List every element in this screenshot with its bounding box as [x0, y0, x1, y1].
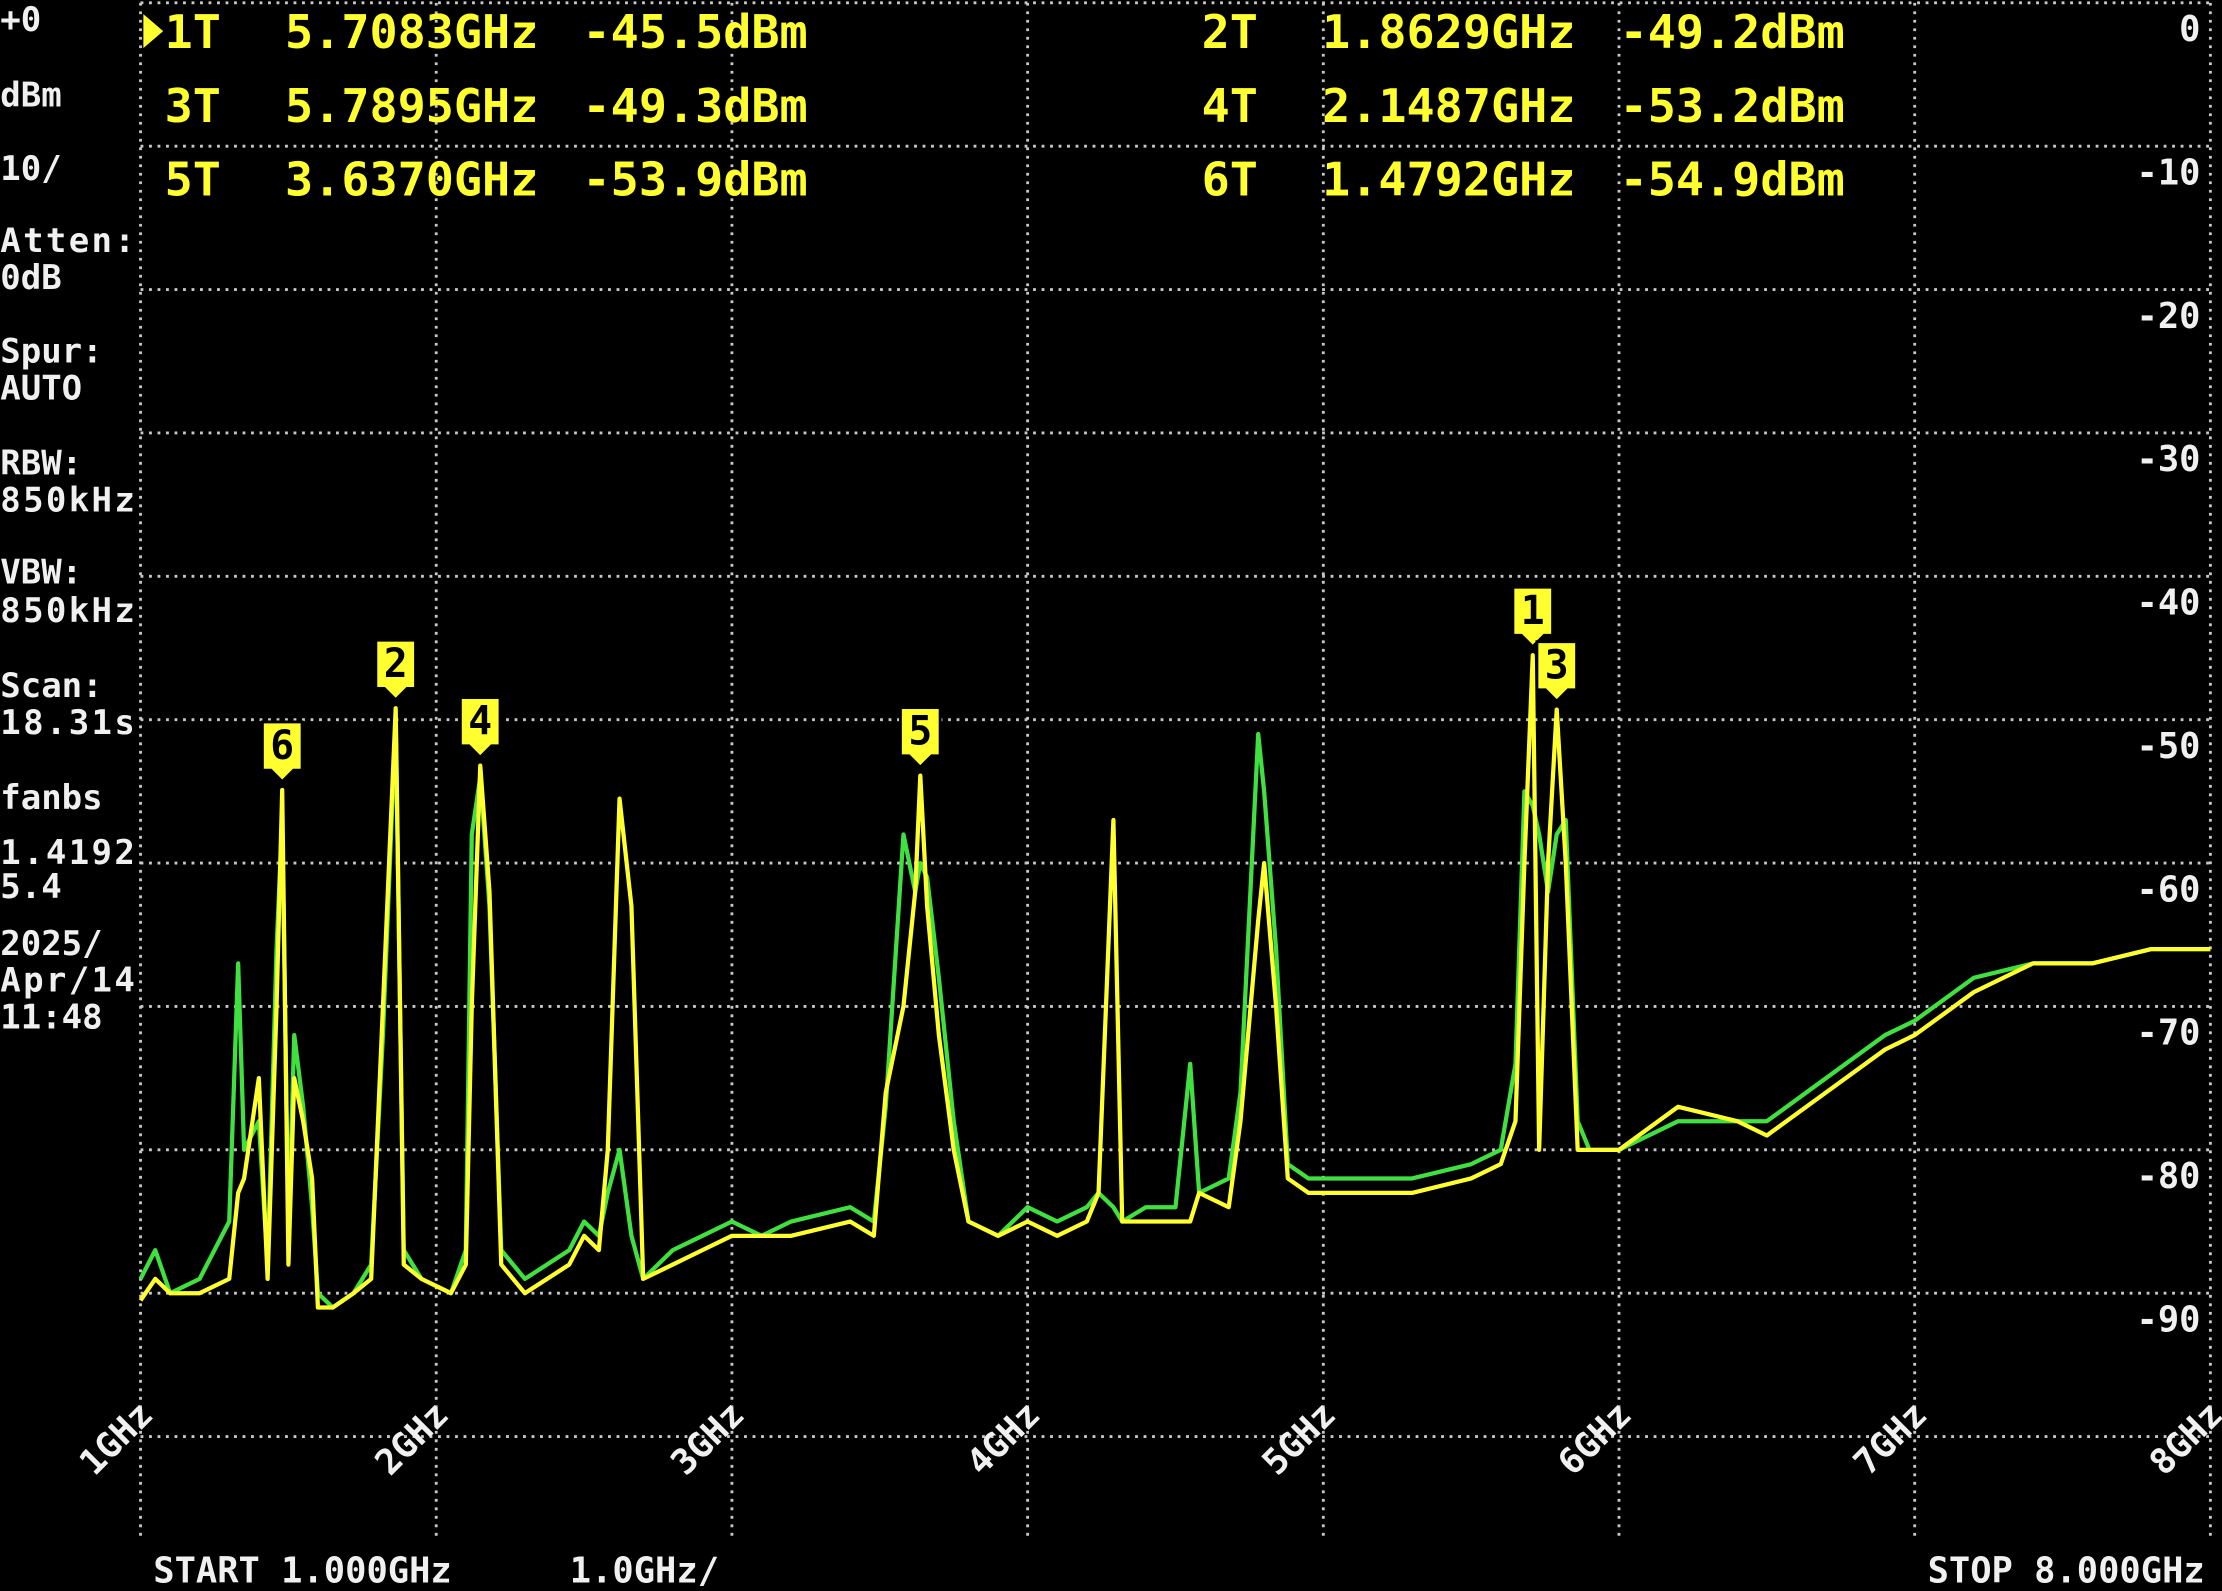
marker-badge: 3: [1535, 640, 1579, 704]
marker-readout-level: -53.2dBm: [1620, 80, 1845, 134]
y-tick-label: -60: [2137, 869, 2201, 910]
marker-readout-level: -53.9dBm: [583, 154, 808, 208]
marker-badge-shape: [374, 638, 417, 702]
marker-badge-label: 4: [468, 698, 492, 744]
marker-badge-label: 6: [270, 723, 294, 769]
marker-badge-shape: [899, 706, 942, 770]
status-text: RBW:: [0, 444, 82, 484]
marker-badge: 6: [260, 720, 304, 784]
marker-badge: 5: [899, 706, 942, 770]
marker-badge-label: 1: [1521, 588, 1545, 634]
y-tick-label: -50: [2137, 726, 2201, 767]
status-text: +0: [0, 0, 41, 40]
status-text: Atten:: [0, 221, 135, 261]
marker-readout-freq: 1.4792GHz: [1322, 154, 1575, 208]
marker-badge: 1: [1511, 585, 1555, 649]
y-tick-label: -10: [2137, 152, 2201, 193]
span-label: 1.0GHz/: [570, 1550, 719, 1591]
marker-readout-name: 1T: [165, 6, 221, 60]
marker-readout-level: -45.5dBm: [583, 6, 808, 60]
y-tick-label: -80: [2137, 1156, 2201, 1197]
status-text: fanbs: [0, 778, 102, 818]
y-tick-label: -40: [2137, 583, 2201, 624]
x-tick-label: 2GHz: [367, 1394, 456, 1483]
y-tick-label: 0: [2179, 9, 2200, 50]
marker-readout-freq: 3.6370GHz: [285, 154, 538, 208]
marker-readout-freq: 5.7083GHz: [285, 6, 538, 60]
status-text: 10/: [0, 149, 61, 189]
marker-badge: 4: [458, 696, 502, 760]
status-text: VBW:: [0, 553, 82, 593]
stop-label: STOP 8.000GHz: [1928, 1550, 2205, 1591]
status-text: Scan:: [0, 666, 102, 706]
status-text: AUTO: [0, 369, 82, 409]
x-tick-label: 3GHz: [663, 1394, 752, 1483]
marker-badge-shape: [1535, 640, 1579, 704]
start-label: START 1.000GHz: [153, 1550, 451, 1591]
marker-readout-freq: 1.8629GHz: [1322, 6, 1575, 60]
status-text: Apr/14: [0, 961, 135, 1001]
y-tick-label: -30: [2137, 439, 2201, 480]
status-text: dBm: [0, 75, 61, 115]
marker-readout-name: 4T: [1202, 80, 1258, 134]
x-tick-label: 8GHz: [2142, 1394, 2222, 1483]
marker-badge-label: 5: [908, 708, 932, 754]
marker-badge-shape: [1511, 585, 1555, 649]
marker-readout-freq: 2.1487GHz: [1322, 80, 1575, 134]
status-text: 850kHz: [0, 480, 135, 520]
y-tick-label: -20: [2137, 296, 2201, 337]
marker-readout-name: 2T: [1202, 6, 1258, 60]
marker-badge-shape: [260, 720, 304, 784]
marker-readout-level: -49.3dBm: [583, 80, 808, 134]
y-tick-label: -70: [2137, 1013, 2201, 1054]
marker-badge: 2: [374, 638, 417, 702]
status-text: 18.31s: [0, 703, 135, 743]
marker-badge-label: 3: [1545, 642, 1569, 688]
x-tick-label: 5GHz: [1255, 1394, 1344, 1483]
marker-readout-name: 5T: [165, 154, 221, 208]
x-tick-label: 7GHz: [1846, 1394, 1935, 1483]
status-text: 850kHz: [0, 591, 135, 631]
x-tick-label: 1GHz: [72, 1394, 161, 1483]
marker-badge-label: 2: [384, 641, 408, 687]
status-text: 0dB: [0, 258, 61, 298]
x-tick-label: 6GHz: [1550, 1394, 1639, 1483]
status-text: 2025/: [0, 924, 102, 964]
marker-readout-level: -49.2dBm: [1620, 6, 1845, 60]
trace: [138, 653, 2211, 1310]
marker-readout-name: 3T: [165, 80, 221, 134]
marker-readout-name: 6T: [1202, 154, 1258, 208]
y-tick-label: -90: [2137, 1299, 2201, 1340]
marker-badge-shape: [458, 696, 502, 760]
status-text: 5.4: [0, 867, 61, 907]
marker-readout-freq: 5.7895GHz: [285, 80, 538, 134]
x-tick-label: 4GHz: [959, 1394, 1048, 1483]
active-marker-arrow: [143, 14, 164, 49]
marker-readout-level: -54.9dBm: [1620, 154, 1845, 208]
trace: [138, 717, 2211, 1310]
status-text: Spur:: [0, 332, 102, 372]
status-text: 11:48: [0, 998, 102, 1038]
